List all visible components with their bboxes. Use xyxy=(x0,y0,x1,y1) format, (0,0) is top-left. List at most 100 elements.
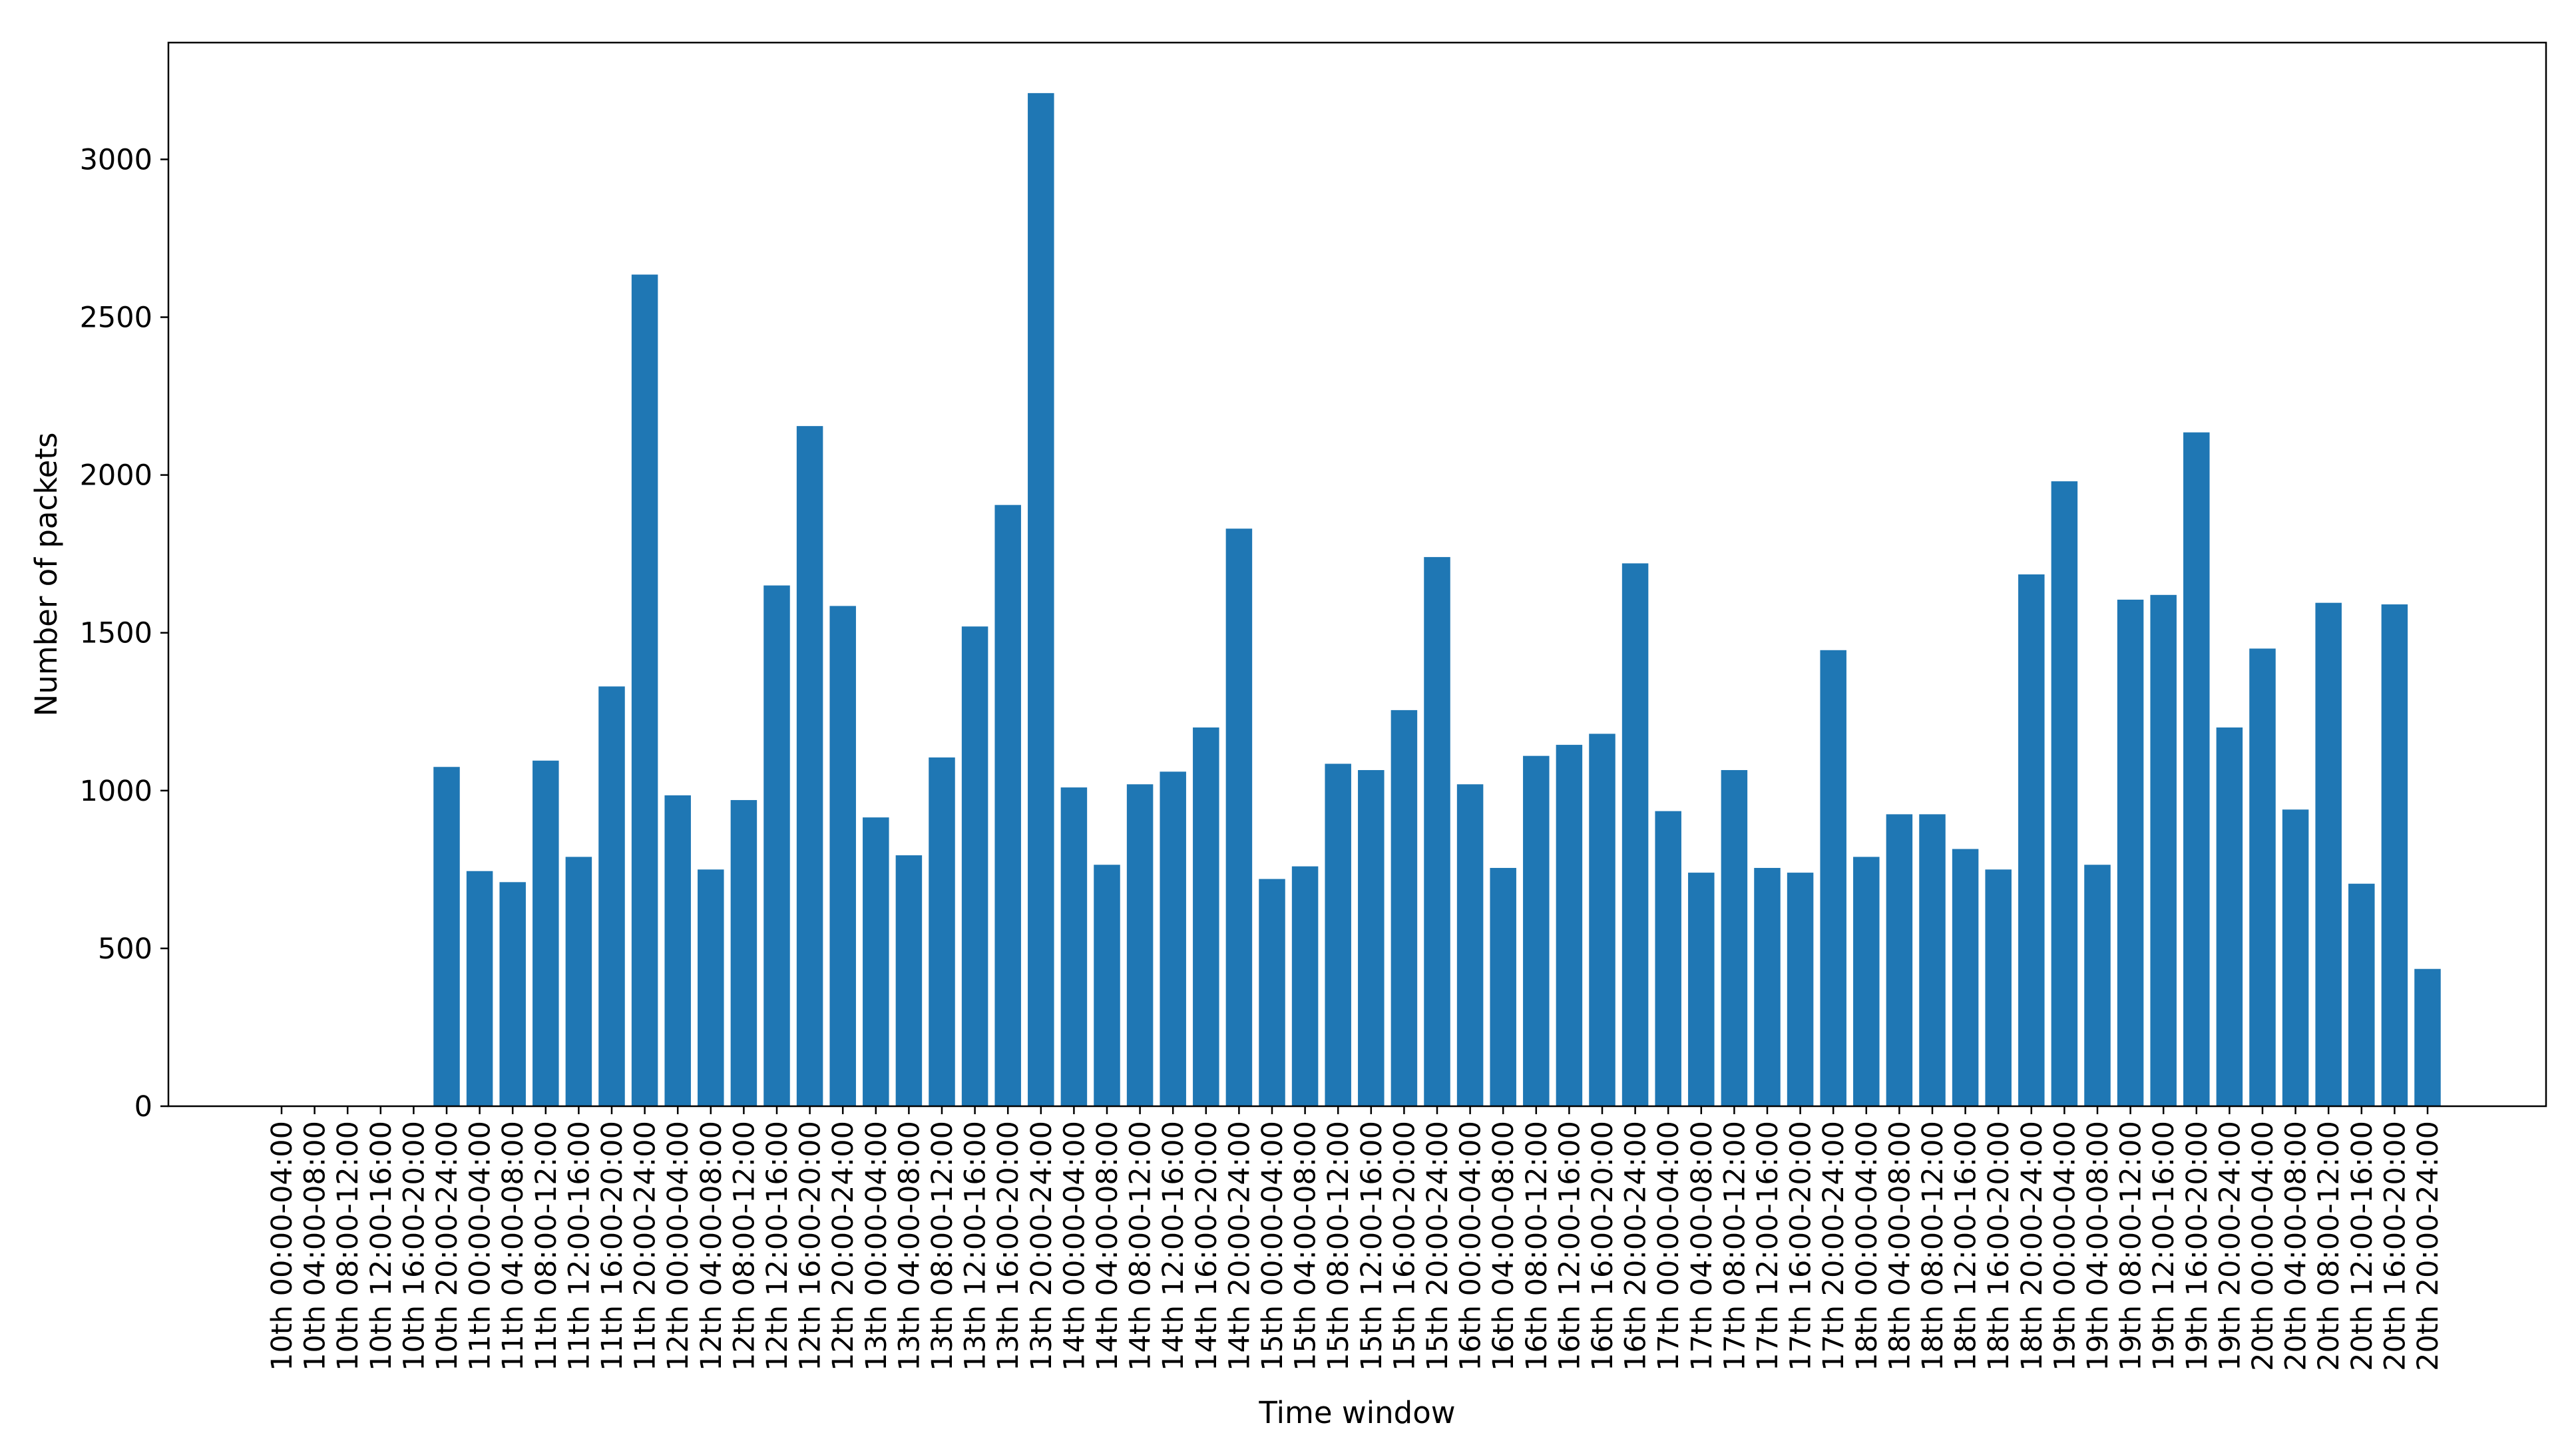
bar xyxy=(1358,769,1385,1106)
bar xyxy=(565,857,592,1106)
x-tick-label: 11th 04:00-08:00 xyxy=(497,1121,530,1371)
bar xyxy=(929,757,955,1106)
x-tick-label: 11th 12:00-16:00 xyxy=(562,1121,596,1371)
bar xyxy=(961,626,988,1106)
bar xyxy=(1721,769,1748,1106)
bar xyxy=(499,882,526,1106)
bar xyxy=(1094,865,1120,1106)
x-tick-label: 14th 16:00-20:00 xyxy=(1190,1121,1223,1371)
bar xyxy=(631,274,658,1106)
x-tick-label: 15th 16:00-20:00 xyxy=(1388,1121,1421,1371)
bar xyxy=(2183,432,2210,1106)
x-tick-label: 15th 20:00-24:00 xyxy=(1421,1121,1454,1371)
x-tick-label: 12th 04:00-08:00 xyxy=(695,1121,728,1371)
x-tick-label: 14th 20:00-24:00 xyxy=(1223,1121,1256,1371)
x-tick-label: 18th 16:00-20:00 xyxy=(1982,1121,2016,1371)
y-tick-label: 2000 xyxy=(80,459,152,493)
x-tick-label: 18th 04:00-08:00 xyxy=(1883,1121,1916,1371)
x-tick-label: 14th 08:00-12:00 xyxy=(1124,1121,1158,1371)
x-tick-label: 10th 16:00-20:00 xyxy=(397,1121,431,1371)
x-tick-label: 20th 16:00-20:00 xyxy=(2378,1121,2412,1371)
x-tick-label: 10th 00:00-04:00 xyxy=(266,1121,299,1371)
bar xyxy=(2084,865,2111,1106)
bar xyxy=(1787,873,1814,1106)
x-tick-label: 12th 00:00-04:00 xyxy=(662,1121,695,1371)
bar xyxy=(1556,745,1583,1106)
x-tick-label: 18th 20:00-24:00 xyxy=(2016,1121,2049,1371)
x-axis: 10th 00:00-04:00 10th 04:00-08:00 10th 08:… xyxy=(266,1106,2445,1371)
bar xyxy=(1424,556,1450,1106)
bar xyxy=(533,760,559,1106)
bar xyxy=(2051,481,2078,1106)
x-tick-label: 19th 20:00-24:00 xyxy=(2213,1121,2247,1371)
x-tick-label: 11th 08:00-12:00 xyxy=(530,1121,563,1371)
bar xyxy=(1391,710,1418,1106)
bar xyxy=(1259,879,1285,1106)
bar xyxy=(1490,867,1516,1106)
x-tick-label: 20th 04:00-08:00 xyxy=(2280,1121,2313,1371)
x-tick-label: 16th 16:00-20:00 xyxy=(1586,1121,1619,1371)
bars-layer xyxy=(433,93,2441,1106)
bar xyxy=(1225,528,1253,1106)
bar xyxy=(1820,650,1846,1106)
bar xyxy=(664,795,691,1106)
x-tick-label: 15th 00:00-04:00 xyxy=(1256,1121,1289,1371)
bar xyxy=(1325,763,1351,1106)
bar xyxy=(2381,604,2408,1106)
x-tick-label: 11th 16:00-20:00 xyxy=(596,1121,629,1371)
x-tick-label: 12th 12:00-16:00 xyxy=(761,1121,794,1371)
x-tick-label: 20th 00:00-04:00 xyxy=(2247,1121,2280,1371)
x-tick-label: 18th 00:00-04:00 xyxy=(1850,1121,1884,1371)
bar xyxy=(2282,809,2309,1106)
x-tick-label: 19th 04:00-08:00 xyxy=(2081,1121,2115,1371)
x-tick-label: 13th 08:00-12:00 xyxy=(926,1121,959,1371)
x-tick-label: 17th 08:00-12:00 xyxy=(1718,1121,1751,1371)
x-tick-label: 10th 04:00-08:00 xyxy=(299,1121,332,1371)
x-tick-label: 19th 08:00-12:00 xyxy=(2115,1121,2148,1371)
x-tick-label: 17th 20:00-24:00 xyxy=(1817,1121,1850,1371)
x-tick-label: 16th 20:00-24:00 xyxy=(1619,1121,1653,1371)
bar xyxy=(1853,857,1880,1106)
bar xyxy=(1589,733,1615,1106)
x-tick-label: 13th 12:00-16:00 xyxy=(959,1121,992,1371)
bar xyxy=(466,871,493,1106)
bar xyxy=(730,800,757,1106)
x-tick-label: 16th 08:00-12:00 xyxy=(1520,1121,1554,1371)
bar xyxy=(1523,755,1550,1106)
x-tick-label: 17th 04:00-08:00 xyxy=(1685,1121,1719,1371)
y-tick-label: 1000 xyxy=(80,775,152,808)
x-tick-label: 16th 12:00-16:00 xyxy=(1553,1121,1586,1371)
bar xyxy=(2414,968,2441,1106)
bar xyxy=(1919,814,1946,1106)
bar xyxy=(863,817,889,1106)
bar xyxy=(1028,93,1054,1106)
bar xyxy=(698,869,724,1106)
bar xyxy=(1886,814,1913,1106)
x-tick-label: 10th 08:00-12:00 xyxy=(331,1121,365,1371)
x-tick-label: 14th 04:00-08:00 xyxy=(1091,1121,1124,1371)
x-tick-label: 18th 12:00-16:00 xyxy=(1950,1121,1983,1371)
bar xyxy=(2018,574,2045,1106)
x-tick-label: 14th 00:00-04:00 xyxy=(1058,1121,1091,1371)
x-tick-label: 15th 12:00-16:00 xyxy=(1355,1121,1389,1371)
bar xyxy=(433,767,460,1106)
x-tick-label: 15th 04:00-08:00 xyxy=(1289,1121,1323,1371)
x-tick-label: 20th 20:00-24:00 xyxy=(2412,1121,2445,1371)
x-tick-label: 17th 00:00-04:00 xyxy=(1652,1121,1685,1371)
plot-area-frame xyxy=(167,41,2547,1108)
bar xyxy=(796,426,823,1106)
x-tick-label: 14th 12:00-16:00 xyxy=(1157,1121,1190,1371)
bar xyxy=(2348,883,2375,1106)
x-tick-label: 10th 12:00-16:00 xyxy=(365,1121,398,1371)
x-tick-label: 11th 00:00-04:00 xyxy=(464,1121,497,1371)
bar xyxy=(1655,811,1681,1106)
x-tick-label: 11th 20:00-24:00 xyxy=(629,1121,662,1371)
y-tick-label: 0 xyxy=(134,1090,152,1124)
bar xyxy=(1985,869,2012,1106)
bar xyxy=(598,686,625,1106)
bar xyxy=(2249,648,2276,1106)
x-tick-label: 19th 12:00-16:00 xyxy=(2147,1121,2181,1371)
bar xyxy=(1060,787,1088,1106)
x-axis-label: Time window xyxy=(1258,1395,1455,1430)
bar xyxy=(2216,727,2243,1106)
